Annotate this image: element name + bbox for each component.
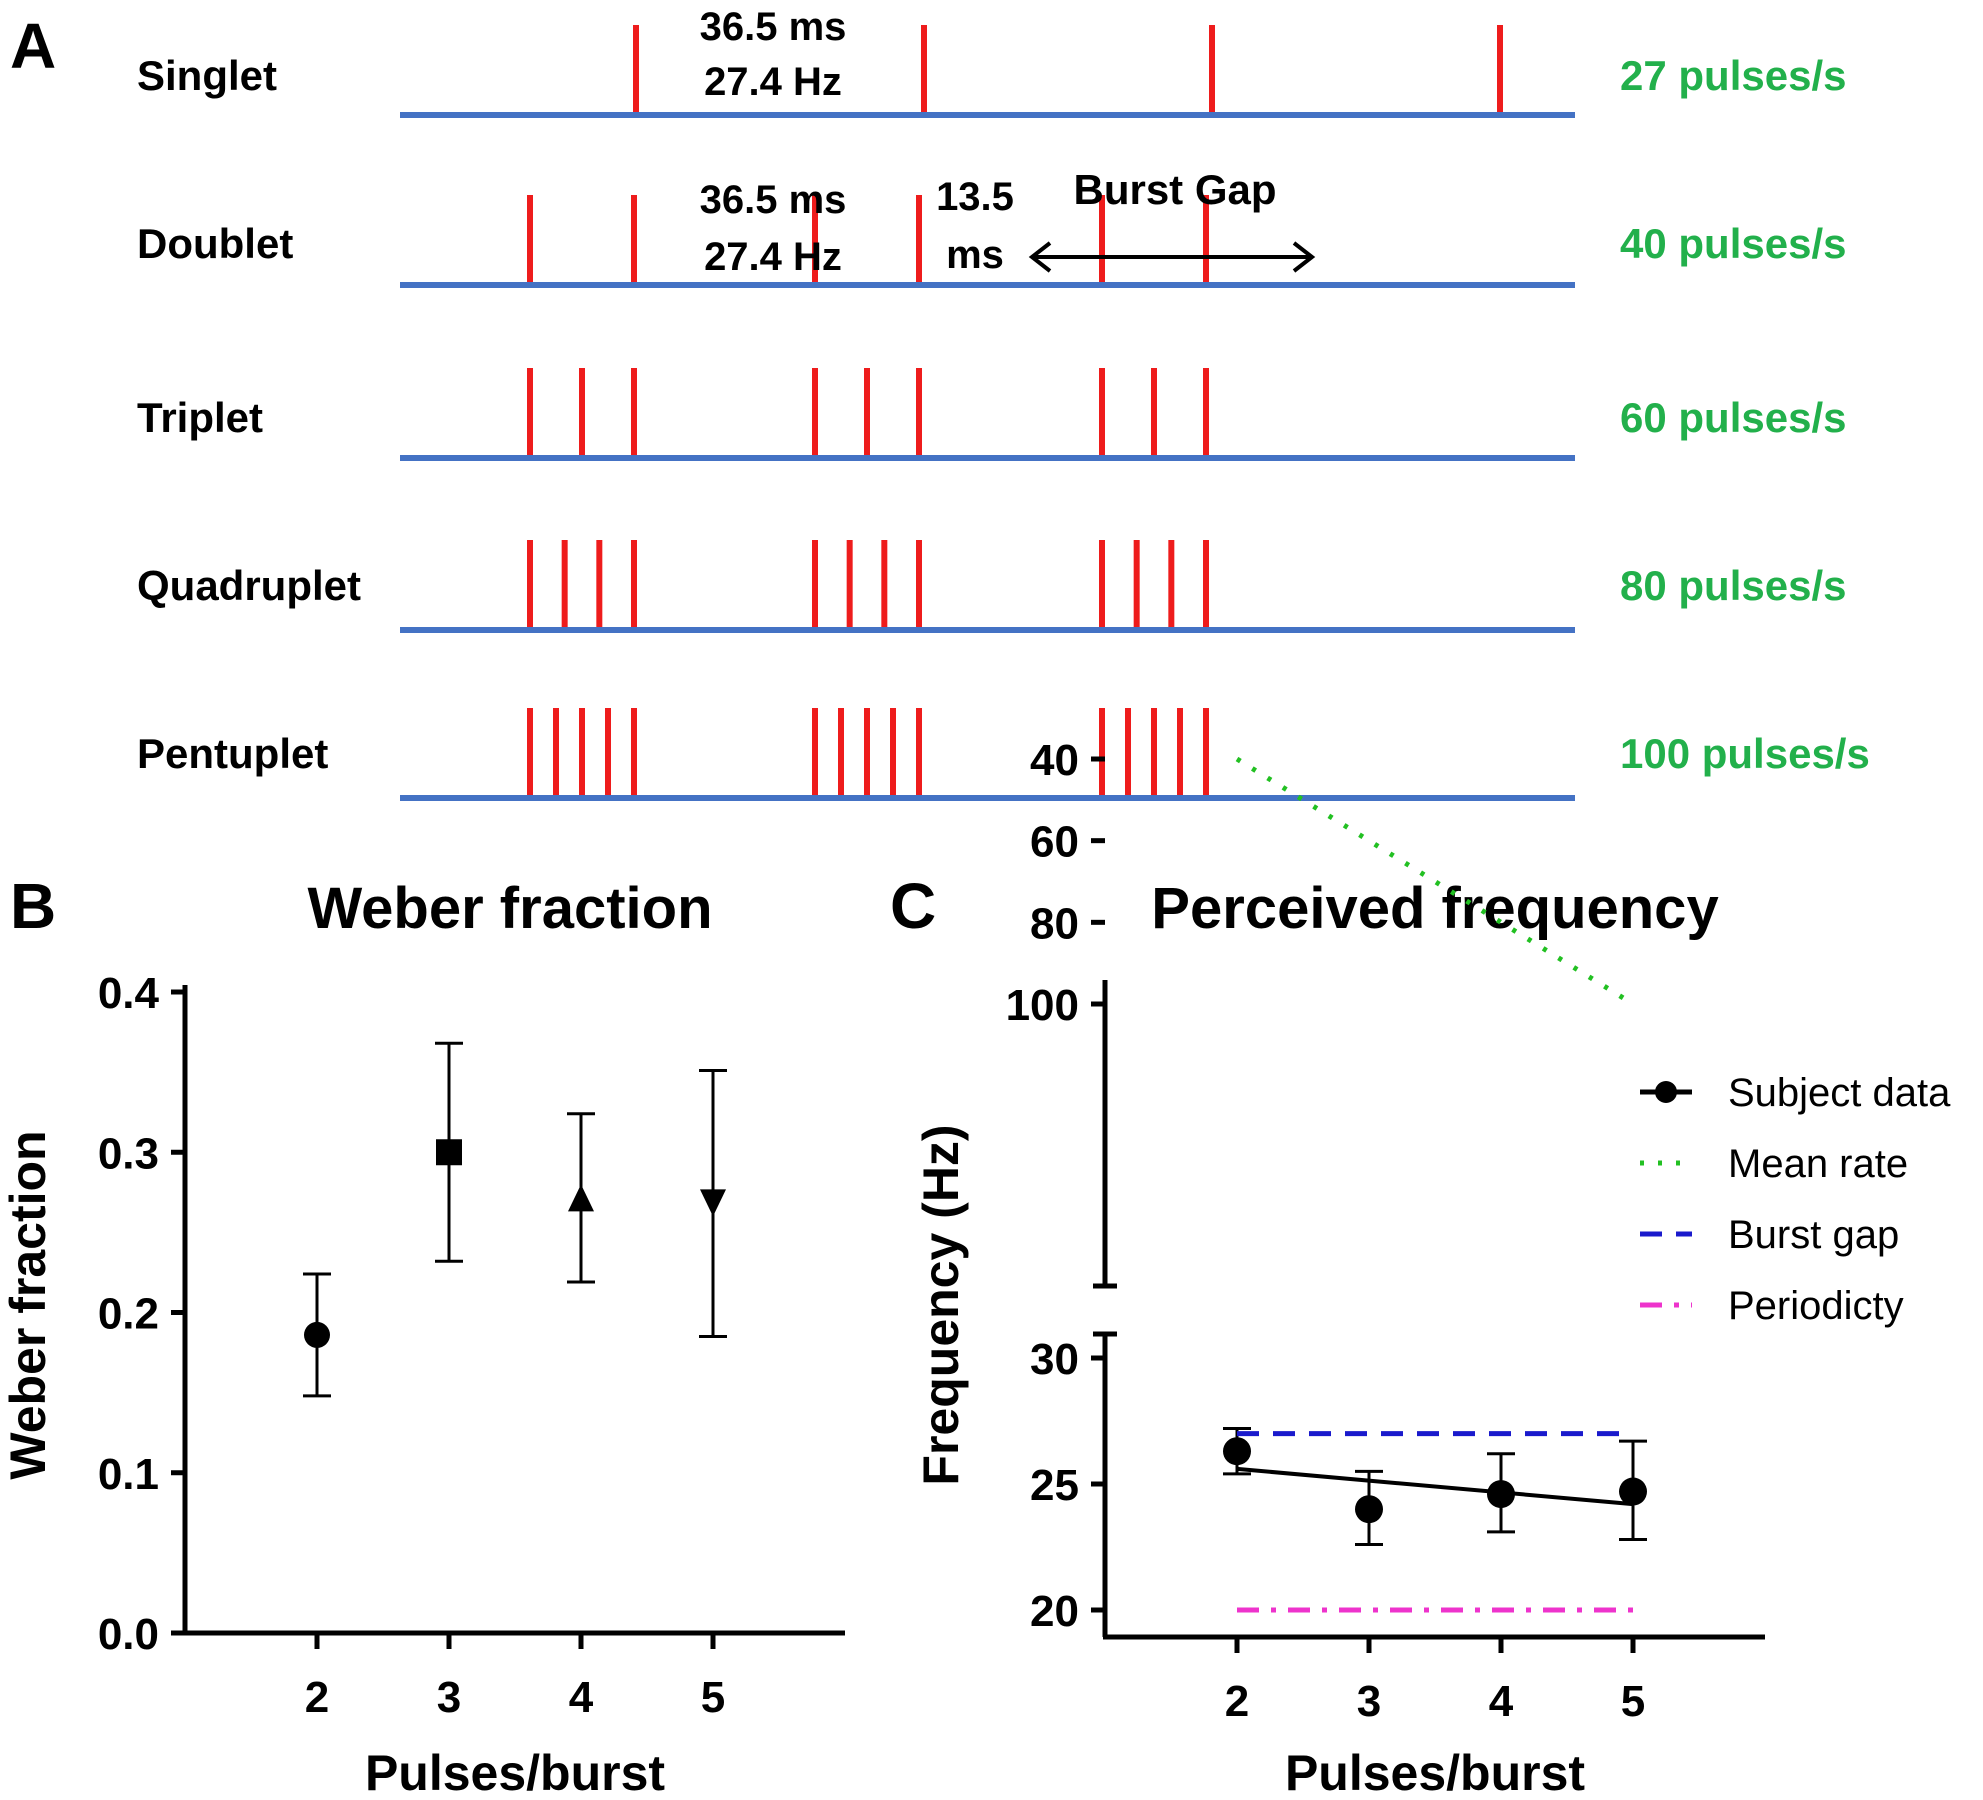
- panel-c-label: C: [890, 870, 936, 942]
- chart-b-title: Weber fraction: [307, 876, 712, 941]
- panel-b-weber-fraction: B Weber fraction 0.0 0.1 0.2 0.3 0.4 2 3 4 5 Pu…: [0, 870, 845, 1800]
- legend-item: Burst gap: [1640, 1213, 1899, 1257]
- chart-c-title: Perceived frequency: [1151, 876, 1718, 941]
- row-label: Triplet: [137, 394, 263, 441]
- regression-line: [1236, 1466, 1634, 1507]
- y-tick-label: 0.1: [98, 1450, 159, 1499]
- pulse-row: Singlet 27 pulses/s: [137, 25, 1846, 118]
- data-point-circle: [304, 1321, 330, 1348]
- data-point-group: [567, 1112, 595, 1284]
- pulse-row: Pentuplet 100 pulses/s: [137, 708, 1870, 801]
- burst-gap-double-arrow-icon: [1028, 241, 1316, 273]
- chart-c-y-axis-upper: [1093, 980, 1117, 1289]
- data-point-circle: [1619, 1477, 1647, 1506]
- singlet-interval-hz: 27.4 Hz: [704, 60, 842, 104]
- data-point-group: [303, 1272, 331, 1398]
- data-point-circle: [1355, 1495, 1383, 1524]
- legend-swatch-marker: [1655, 1081, 1677, 1103]
- chart-b-x-ticks: 2 3 4 5: [305, 1633, 725, 1722]
- y-tick-label: 25: [1030, 1461, 1079, 1510]
- singlet-interval-ms: 36.5 ms: [700, 5, 847, 49]
- x-tick-label: 3: [1357, 1677, 1381, 1726]
- row-label: Pentuplet: [137, 730, 328, 777]
- chart-c-legend: Subject data Mean rate Burst gap Periodicty: [1640, 1071, 1951, 1328]
- panel-a-pulse-trains: A Singlet 27 pulses/s Doublet 40 pulses/s Tr…: [10, 5, 1870, 801]
- data-point-group: [435, 1041, 463, 1263]
- panel-a-label: A: [10, 10, 56, 82]
- row-label: Doublet: [137, 220, 293, 267]
- y-tick-label: 0.2: [98, 1290, 159, 1339]
- chart-c-y-axis-label: Frequency (Hz): [913, 1124, 969, 1485]
- data-point-square: [436, 1139, 462, 1166]
- y-tick-label: 60: [1030, 818, 1079, 867]
- data-point-triangle-down: [700, 1189, 726, 1217]
- rate-label: 60 pulses/s: [1620, 394, 1846, 441]
- rate-label: 27 pulses/s: [1620, 52, 1846, 99]
- x-tick-label: 4: [1489, 1677, 1514, 1726]
- legend-item: Periodicty: [1640, 1284, 1904, 1328]
- intra-burst-interval-value: 13.5: [936, 175, 1014, 219]
- chart-c-y-ticks: 40 60 80 100 20 25 30: [1006, 736, 1105, 1636]
- x-tick-label: 5: [1621, 1677, 1645, 1726]
- legend-item: Mean rate: [1640, 1142, 1908, 1186]
- chart-c-x-ticks: 2 3 4 5: [1225, 1637, 1645, 1726]
- x-tick-label: 3: [437, 1673, 461, 1722]
- legend-label: Subject data: [1728, 1071, 1951, 1115]
- y-tick-label: 0.3: [98, 1129, 159, 1178]
- y-tick-label: 30: [1030, 1335, 1079, 1384]
- chart-b-y-ticks: 0.0 0.1 0.2 0.3 0.4: [98, 969, 185, 1659]
- y-tick-label: 40: [1030, 736, 1079, 785]
- doublet-interval-ms: 36.5 ms: [700, 178, 847, 222]
- burst-gap-label: Burst Gap: [1073, 166, 1276, 213]
- intra-burst-interval-unit: ms: [946, 233, 1004, 277]
- doublet-interval-hz: 27.4 Hz: [704, 235, 842, 279]
- y-tick-label: 0.0: [98, 1610, 159, 1659]
- data-point-circle: [1223, 1437, 1251, 1466]
- pulse-row: Triplet 60 pulses/s: [137, 368, 1846, 461]
- chart-b-x-axis-label: Pulses/burst: [365, 1745, 665, 1800]
- data-point-triangle-up: [568, 1184, 594, 1212]
- legend-item: Subject data: [1640, 1071, 1951, 1115]
- pulse-row: Quadruplet 80 pulses/s: [137, 540, 1846, 633]
- chart-b-points: [303, 1041, 727, 1398]
- y-tick-label: 0.4: [98, 969, 160, 1018]
- row-label: Quadruplet: [137, 562, 361, 609]
- panel-b-label: B: [10, 870, 56, 942]
- chart-c-x-axis-label: Pulses/burst: [1285, 1745, 1585, 1800]
- legend-label: Burst gap: [1728, 1213, 1899, 1257]
- legend-label: Periodicty: [1728, 1284, 1904, 1328]
- series-subject-data: [1223, 1427, 1647, 1546]
- chart-c-series: [1223, 756, 1647, 1613]
- rate-label: 100 pulses/s: [1620, 730, 1870, 777]
- data-point-group: [699, 1069, 727, 1339]
- pulse-rows: Singlet 27 pulses/s Doublet 40 pulses/s Trip…: [137, 25, 1870, 801]
- x-tick-label: 4: [569, 1673, 594, 1722]
- chart-b-y-axis-label: Weber fraction: [0, 1130, 56, 1479]
- rate-label: 40 pulses/s: [1620, 220, 1846, 267]
- y-tick-label: 20: [1030, 1587, 1079, 1636]
- y-tick-label: 80: [1030, 899, 1079, 948]
- x-tick-label: 2: [1225, 1677, 1249, 1726]
- row-label: Singlet: [137, 52, 277, 99]
- x-tick-label: 2: [305, 1673, 329, 1722]
- legend-label: Mean rate: [1728, 1142, 1908, 1186]
- rate-label: 80 pulses/s: [1620, 562, 1846, 609]
- data-point-circle: [1487, 1480, 1515, 1509]
- y-tick-label: 100: [1006, 981, 1079, 1030]
- panel-c-perceived-frequency: C Perceived frequency 40 60 80 100 20 25 30 2 3…: [890, 736, 1951, 1800]
- x-tick-label: 5: [701, 1673, 725, 1722]
- pulse-row: Doublet 40 pulses/s: [137, 195, 1846, 288]
